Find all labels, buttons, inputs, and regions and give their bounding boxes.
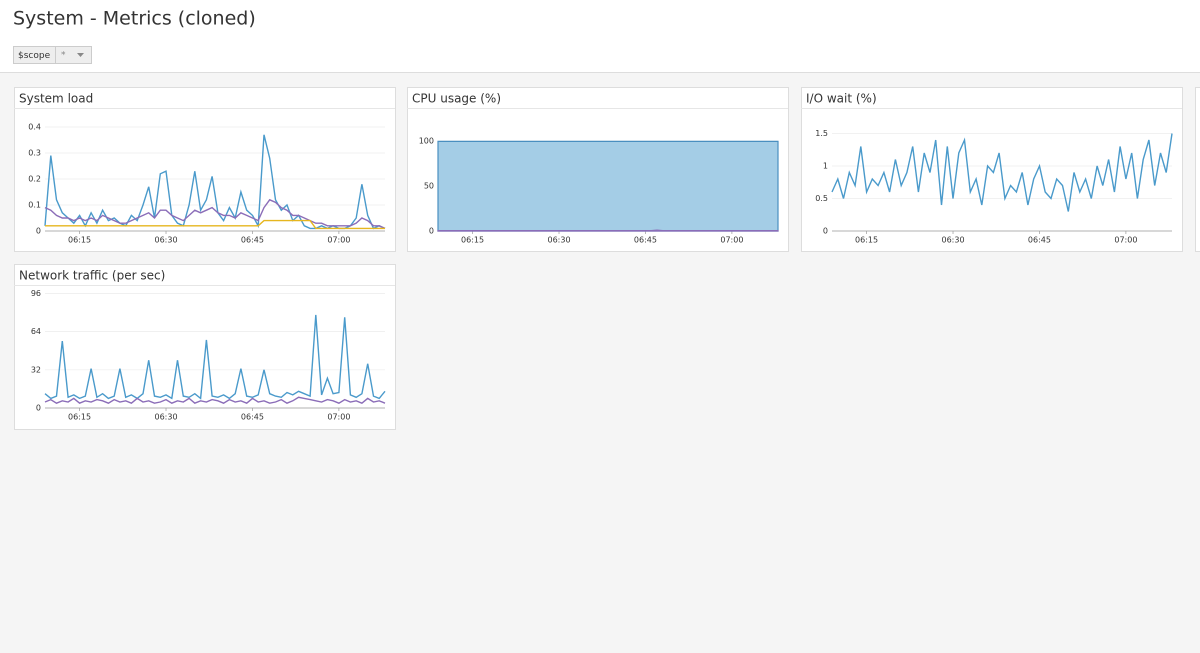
y-tick-label: 32	[31, 365, 41, 374]
y-tick-label: 64	[31, 327, 41, 336]
panel	[14, 87, 396, 252]
header	[0, 0, 1200, 72]
x-tick-label: 07:00	[720, 236, 743, 245]
x-tick-label: 06:15	[68, 413, 91, 422]
x-tick-label: 06:45	[1028, 236, 1051, 245]
x-tick-label: 07:00	[327, 236, 350, 245]
y-tick-label: 0.1	[28, 201, 41, 210]
x-tick-label: 07:00	[1114, 236, 1137, 245]
y-tick-label: 1	[823, 162, 828, 171]
x-tick-label: 06:45	[241, 413, 264, 422]
x-tick-label: 06:15	[855, 236, 878, 245]
series-line	[44, 314, 386, 400]
panel-title: CPU usage (%)	[412, 92, 501, 106]
series-area	[437, 140, 779, 232]
dropdown-caret[interactable]	[77, 53, 84, 57]
y-tick-label: 0.2	[28, 175, 41, 184]
x-tick-label: 06:45	[634, 236, 657, 245]
y-tick-label: 96	[31, 289, 41, 298]
y-tick-label: 0	[429, 227, 434, 236]
panel-title: System load	[19, 92, 93, 106]
x-tick-label: 06:15	[68, 236, 91, 245]
x-tick-label: 06:30	[154, 413, 177, 422]
series-area	[437, 229, 779, 232]
panel-title: Network traffic (per sec)	[19, 269, 165, 283]
scope-selector[interactable]	[13, 46, 92, 64]
y-tick-label: 0.4	[28, 123, 41, 132]
y-tick-label: 0	[36, 227, 41, 236]
x-tick-label: 06:45	[241, 236, 264, 245]
series-line	[831, 133, 1173, 212]
scope-value: *	[61, 51, 66, 61]
y-tick-label: 0.3	[28, 149, 41, 158]
panel	[801, 87, 1183, 252]
x-tick-label: 06:30	[941, 236, 964, 245]
y-tick-label: 100	[419, 137, 434, 146]
y-tick-label: 0	[36, 404, 41, 413]
series-line	[44, 396, 386, 405]
x-tick-label: 07:00	[327, 413, 350, 422]
y-tick-label: 50	[424, 182, 434, 191]
panel-title: I/O wait (%)	[806, 92, 877, 106]
x-tick-label: 06:30	[547, 236, 570, 245]
series-line	[45, 219, 385, 230]
series-line	[44, 198, 386, 230]
panel	[1195, 87, 1200, 252]
x-tick-label: 06:15	[461, 236, 484, 245]
y-tick-label: 0	[823, 227, 828, 236]
dashboard-title: System - Metrics (cloned)	[13, 8, 256, 30]
y-tick-label: 1.5	[815, 129, 828, 138]
x-tick-label: 06:30	[154, 236, 177, 245]
scope-label: $scope	[18, 51, 51, 61]
y-tick-label: 0.5	[815, 194, 828, 203]
